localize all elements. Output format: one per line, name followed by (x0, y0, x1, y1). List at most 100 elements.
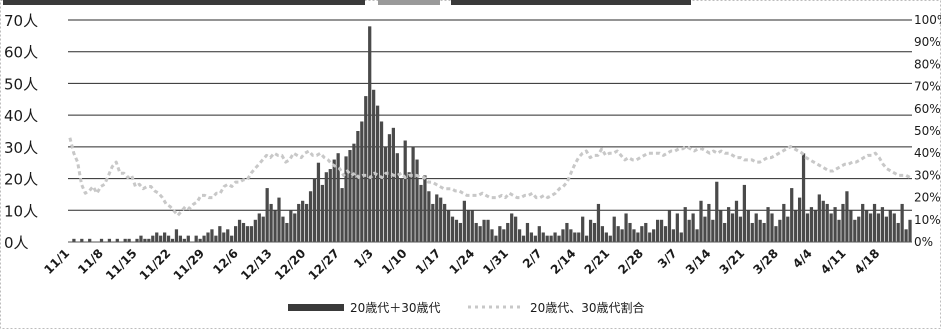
legend-bar-swatch (288, 304, 344, 311)
ratio-line (68, 137, 911, 217)
bar (462, 200, 466, 242)
bar (545, 235, 549, 242)
bar (80, 238, 84, 242)
bar (222, 232, 226, 242)
bar (230, 235, 234, 242)
bar (750, 222, 754, 242)
bar (170, 238, 175, 242)
bar (72, 238, 76, 242)
bar (620, 229, 624, 242)
y-left-tick-label: 0人 (4, 234, 29, 252)
bar (888, 210, 892, 242)
y-right-tick-label: 60% (914, 102, 941, 116)
bar (431, 203, 435, 242)
bar (498, 226, 502, 242)
bar (115, 238, 119, 242)
y-left-tick-label: 60人 (4, 44, 38, 62)
bar (427, 191, 431, 242)
y-right-tick-label: 80% (914, 57, 941, 71)
bar (423, 175, 427, 242)
bar (624, 213, 628, 242)
bar (596, 203, 601, 242)
bar (786, 216, 790, 242)
bar (679, 232, 683, 242)
bar (734, 200, 739, 242)
bar (604, 232, 608, 242)
bar (435, 194, 439, 242)
bar (742, 184, 747, 242)
bar (636, 232, 640, 242)
bar (88, 238, 92, 242)
bar (494, 235, 498, 242)
bar (194, 235, 198, 242)
bar (790, 188, 794, 242)
bar (482, 219, 486, 242)
bar (277, 197, 281, 242)
bar (308, 191, 313, 242)
bar (478, 226, 482, 242)
bar (178, 235, 183, 242)
bar (801, 153, 806, 242)
bar (446, 210, 451, 242)
bar (868, 213, 873, 242)
bar (845, 191, 849, 242)
bar (163, 232, 167, 242)
gridlines (68, 19, 912, 211)
bar (723, 222, 727, 242)
top-clipped-bar-left (3, 0, 365, 5)
bar (182, 238, 186, 242)
bar (336, 153, 340, 242)
bar (261, 216, 265, 242)
bar (257, 213, 261, 242)
bar (139, 235, 143, 242)
bar (533, 235, 537, 242)
bar (612, 216, 616, 242)
bar (699, 200, 703, 242)
bar (450, 216, 455, 242)
bar (107, 238, 112, 242)
bar (253, 219, 257, 242)
bar (143, 238, 147, 242)
bar (608, 235, 612, 242)
bar (549, 235, 553, 242)
bar (411, 146, 415, 242)
bar (368, 26, 372, 242)
bar (340, 188, 344, 242)
bar (557, 235, 561, 242)
y-right-tick-label: 70% (914, 80, 941, 94)
bar (269, 203, 273, 242)
bar (490, 229, 494, 242)
y-right-tick-label: 50% (914, 124, 941, 138)
bar (825, 203, 829, 242)
bar (415, 159, 419, 242)
bar (774, 226, 778, 242)
bar (754, 213, 758, 242)
bar (703, 216, 707, 242)
bar (514, 216, 518, 242)
y-left-tick-label: 70人 (4, 12, 38, 30)
bar (344, 156, 348, 242)
bar (719, 210, 723, 242)
bar (237, 219, 242, 242)
bar (644, 222, 648, 242)
bar (857, 216, 861, 242)
bar (249, 226, 254, 242)
bar (865, 210, 869, 242)
bar (632, 229, 636, 242)
bar (486, 219, 490, 242)
bar (541, 232, 545, 242)
bar (332, 159, 336, 242)
bar (281, 216, 285, 242)
bar (529, 232, 534, 242)
bar (896, 222, 900, 242)
bar (525, 222, 530, 242)
bar (466, 210, 470, 242)
bar (628, 222, 632, 242)
bar (600, 226, 605, 242)
bar (553, 232, 557, 242)
bar (273, 210, 277, 242)
bar (817, 194, 821, 242)
bar (837, 219, 841, 242)
